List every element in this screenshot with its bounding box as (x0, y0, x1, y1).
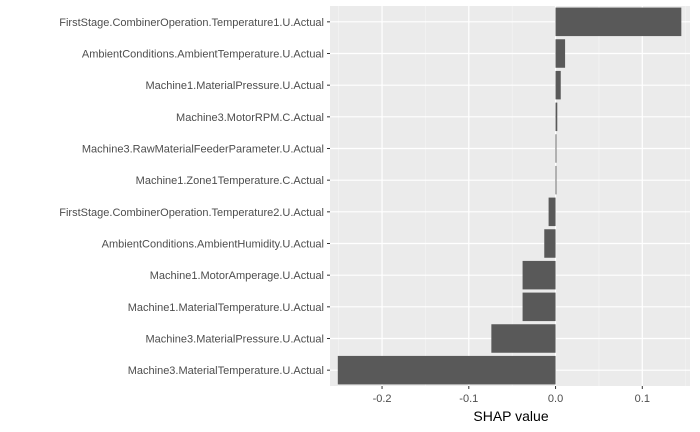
bar (555, 165, 557, 195)
x-tick-label: 0.1 (635, 393, 650, 405)
bar (544, 229, 556, 258)
y-tick-label: AmbientConditions.AmbientTemperature.U.A… (82, 49, 324, 61)
bar (555, 134, 557, 163)
y-tick-label: AmbientConditions.AmbientHumidity.U.Actu… (102, 239, 324, 251)
y-axis: FirstStage.CombinerOperation.Temperature… (59, 17, 330, 377)
bar (522, 292, 556, 322)
x-axis: -0.2 -0.1 0.0 0.1 (373, 386, 650, 405)
y-tick-label: Machine1.MaterialPressure.U.Actual (145, 80, 324, 92)
y-tick-label: Machine3.MotorRPM.C.Actual (176, 112, 324, 124)
bar (555, 7, 682, 37)
y-tick-label: Machine1.MotorAmperage.U.Actual (150, 270, 324, 282)
y-tick-label: Machine3.MaterialPressure.U.Actual (145, 334, 324, 346)
y-tick-label: Machine1.Zone1Temperature.C.Actual (136, 175, 324, 187)
x-tick-label: 0.0 (548, 393, 563, 405)
x-tick-label: -0.2 (373, 393, 392, 405)
bar (555, 39, 566, 68)
bar (337, 355, 556, 385)
y-tick-label: Machine1.MaterialTemperature.U.Actual (128, 302, 324, 314)
y-tick-label: FirstStage.CombinerOperation.Temperature… (59, 207, 324, 219)
bar (491, 324, 556, 353)
bars (337, 7, 682, 385)
x-axis-title: SHAP value (473, 408, 548, 424)
bar (555, 102, 558, 132)
bar (522, 260, 556, 290)
bar (548, 197, 556, 227)
y-tick-label: Machine3.MaterialTemperature.U.Actual (128, 365, 324, 377)
plot-panel (330, 6, 690, 386)
bar (555, 70, 561, 100)
y-tick-label: Machine3.RawMaterialFeederParameter.U.Ac… (82, 144, 324, 156)
minor-gridlines (338, 6, 686, 386)
x-tick-label: -0.1 (459, 393, 478, 405)
y-tick-label: FirstStage.CombinerOperation.Temperature… (59, 17, 324, 29)
